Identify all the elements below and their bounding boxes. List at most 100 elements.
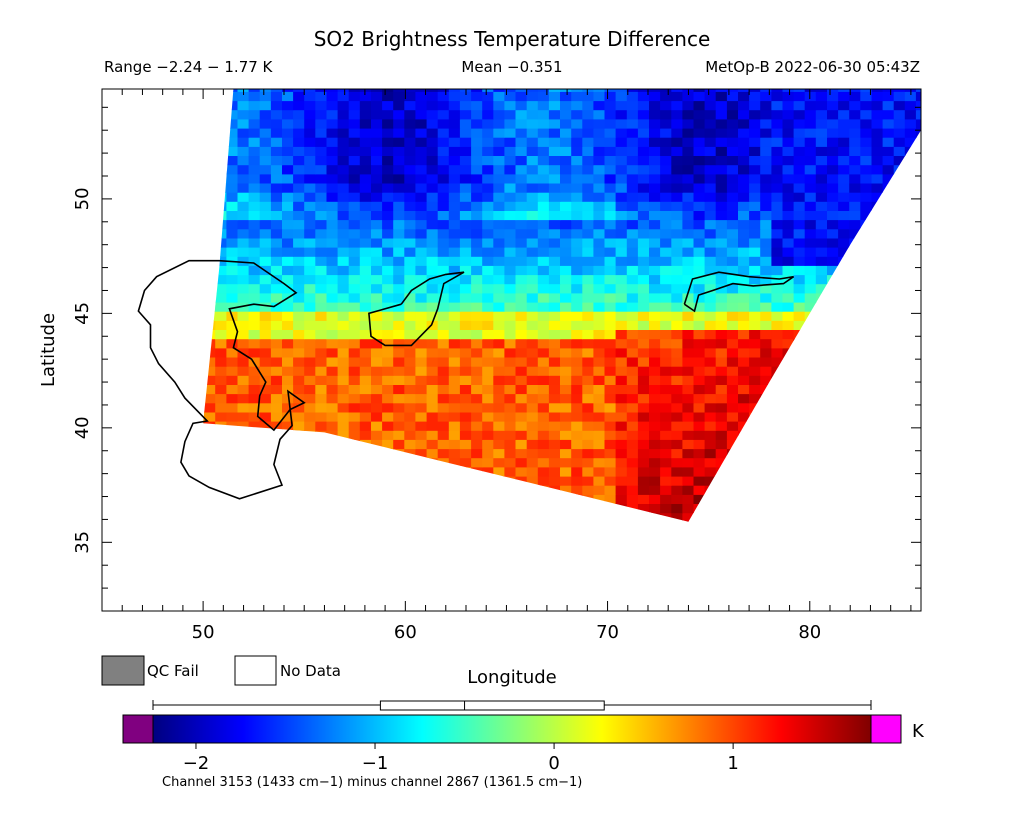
heatmap-cell [671, 457, 683, 468]
heatmap-cell [548, 228, 561, 239]
heatmap-cell [459, 421, 472, 431]
heatmap-cell [715, 384, 728, 395]
heatmap-cell [359, 457, 372, 468]
axis-ticks [101, 89, 921, 612]
heatmap-cell [315, 393, 327, 404]
heatmap-cell [715, 421, 728, 431]
heatmap-cell [404, 402, 416, 413]
heatmap-cell [270, 109, 283, 120]
heatmap-cell [849, 366, 861, 376]
heatmap-cell [404, 219, 416, 230]
heatmap-cell [582, 356, 594, 367]
heatmap-cell [860, 201, 872, 211]
heatmap-cell [326, 100, 339, 111]
heatmap-cell [393, 320, 405, 330]
heatmap-cell [203, 237, 205, 248]
heatmap-cell [793, 466, 806, 477]
heatmap-cell [738, 311, 750, 321]
heatmap-cell [693, 301, 706, 312]
heatmap-cell [726, 146, 739, 156]
heatmap-cell [904, 402, 917, 413]
heatmap-cell [382, 512, 394, 522]
heatmap-cell [927, 513, 939, 523]
heatmap-cell [203, 430, 205, 440]
heatmap-cell [782, 164, 795, 175]
heatmap-cell [904, 192, 917, 202]
heatmap-cell [815, 421, 828, 431]
heatmap-cell [259, 494, 272, 504]
heatmap-cell [604, 411, 617, 422]
heatmap-cell [359, 256, 372, 266]
heatmap-cell [437, 448, 450, 459]
heatmap-cell [515, 329, 528, 340]
heatmap-cell [226, 182, 239, 193]
heatmap-cell [270, 338, 283, 349]
heatmap-cell [649, 356, 661, 367]
heatmap-cell [282, 155, 294, 166]
heatmap-cell [437, 283, 450, 294]
heatmap-cell [337, 283, 350, 294]
heatmap-cell [660, 375, 672, 385]
heatmap-cell [904, 329, 917, 340]
heatmap-cell [782, 338, 795, 349]
heatmap-cell [237, 182, 250, 193]
heatmap-cell [203, 485, 205, 495]
heatmap-cell [359, 329, 372, 340]
heatmap-cell [426, 512, 439, 522]
heatmap-cell [448, 274, 461, 285]
heatmap-cell [237, 485, 250, 495]
heatmap-cell [815, 182, 828, 193]
heatmap-cell [626, 201, 639, 211]
heatmap-cell [726, 375, 739, 385]
heatmap-cell [593, 73, 605, 83]
heatmap-cell [382, 192, 394, 202]
heatmap-cell [560, 457, 572, 468]
heatmap-cell [693, 411, 706, 422]
heatmap-cell [682, 237, 695, 248]
heatmap-cell [793, 155, 806, 166]
heatmap-cell [248, 256, 261, 266]
heatmap-cell [515, 301, 528, 312]
heatmap-cell [204, 100, 216, 111]
channel-caption: Channel 3153 (1433 cm−1) minus channel 2… [162, 775, 582, 790]
heatmap-cell [560, 301, 572, 312]
heatmap-cell [448, 366, 461, 376]
heatmap-cell [437, 421, 450, 431]
heatmap-cell [459, 247, 472, 257]
heatmap-cell [582, 485, 594, 495]
heatmap-cell [203, 283, 205, 294]
heatmap-cell [838, 146, 850, 156]
heatmap-cell [604, 164, 617, 175]
heatmap-cell [738, 503, 750, 514]
heatmap-cell [237, 109, 250, 120]
heatmap-cell [715, 219, 728, 230]
heatmap-cell [359, 173, 372, 184]
heatmap-cell [593, 522, 605, 532]
heatmap-cell [426, 89, 439, 92]
heatmap-cell [671, 375, 683, 385]
heatmap-cell [838, 173, 850, 184]
heatmap-cell [537, 274, 550, 285]
heatmap-cell [682, 421, 695, 431]
heatmap-cell [226, 137, 239, 147]
heatmap-cell [893, 182, 906, 193]
heatmap-cell [649, 329, 661, 340]
heatmap-cell [682, 320, 695, 330]
heatmap-cell [626, 256, 639, 266]
heatmap-cell [326, 283, 339, 294]
heatmap-cell [893, 100, 906, 111]
heatmap-cell [915, 182, 921, 193]
heatmap-cell [571, 375, 583, 385]
heatmap-cell [882, 421, 895, 431]
heatmap-cell [393, 109, 405, 120]
heatmap-cell [326, 237, 339, 248]
chart-title: SO2 Brightness Temperature Difference [314, 27, 711, 51]
heatmap-cell [893, 439, 906, 450]
heatmap-cell [726, 347, 739, 358]
heatmap-cell [704, 210, 717, 221]
heatmap-cell [860, 320, 872, 330]
heatmap-cell [793, 448, 806, 459]
heatmap-cell [871, 201, 884, 211]
heatmap-cell [615, 137, 628, 147]
heatmap-cell [827, 320, 839, 330]
